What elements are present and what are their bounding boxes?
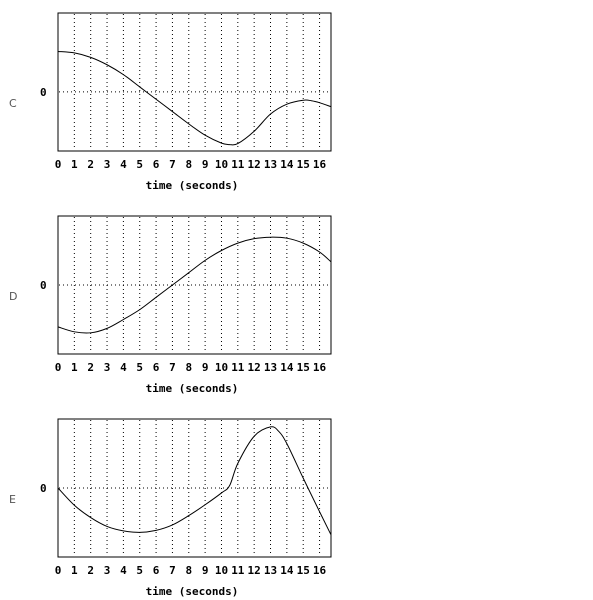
y-tick-label: 0 [40,86,47,99]
series-line [57,50,332,146]
x-tick-label: 9 [202,361,209,374]
x-tick-label: 6 [153,361,160,374]
x-tick-label: 13 [264,564,277,577]
x-tick-label: 15 [297,158,310,171]
x-tick-label: 5 [136,361,143,374]
panel-label: E [9,493,16,506]
x-tick-label: 0 [55,361,62,374]
x-tick-label: 14 [280,564,294,577]
x-tick-label: 5 [136,564,143,577]
x-tick-label: 2 [87,564,94,577]
x-tick-label: 14 [280,361,294,374]
x-tick-label: 8 [185,564,192,577]
x-tick-label: 0 [55,158,62,171]
x-tick-label: 3 [104,361,111,374]
x-tick-label: 13 [264,158,277,171]
x-axis-label: time (seconds) [146,179,239,192]
x-tick-label: 2 [87,361,94,374]
plot-frame [57,12,332,152]
x-tick-label: 10 [215,361,228,374]
x-tick-label: 9 [202,158,209,171]
x-tick-label: 7 [169,564,176,577]
x-tick-label: 13 [264,361,277,374]
series-line [57,426,332,536]
x-tick-label: 2 [87,158,94,171]
x-tick-label: 10 [215,564,228,577]
x-tick-label: 14 [280,158,294,171]
plot-frame [57,215,332,355]
x-tick-label: 1 [71,361,78,374]
panel-label: D [9,290,17,303]
x-tick-label: 5 [136,158,143,171]
x-axis-label: time (seconds) [146,382,239,395]
x-tick-label: 3 [104,158,111,171]
x-tick-label: 8 [185,158,192,171]
x-tick-label: 6 [153,158,160,171]
x-tick-label: 16 [313,564,327,577]
x-tick-label: 12 [248,564,261,577]
x-axis-label: time (seconds) [146,585,239,598]
plot-frame [57,418,332,558]
x-tick-label: 1 [71,158,78,171]
x-tick-label: 12 [248,158,261,171]
x-tick-label: 15 [297,361,310,374]
x-tick-label: 0 [55,564,62,577]
x-tick-label: 11 [231,564,245,577]
x-tick-label: 4 [120,564,127,577]
panel-label: C [9,97,17,110]
y-tick-label: 0 [40,482,47,495]
series-line [57,236,332,334]
x-tick-label: 7 [169,361,176,374]
x-tick-label: 4 [120,158,127,171]
x-tick-label: 12 [248,361,261,374]
x-tick-label: 4 [120,361,127,374]
x-tick-label: 8 [185,361,192,374]
y-tick-label: 0 [40,279,47,292]
x-tick-label: 16 [313,361,327,374]
x-tick-label: 15 [297,564,310,577]
x-tick-label: 1 [71,564,78,577]
x-tick-label: 16 [313,158,327,171]
x-tick-label: 9 [202,564,209,577]
x-tick-label: 6 [153,564,160,577]
x-tick-label: 11 [231,158,245,171]
x-tick-label: 7 [169,158,176,171]
x-tick-label: 10 [215,158,228,171]
x-tick-label: 11 [231,361,245,374]
x-tick-label: 3 [104,564,111,577]
